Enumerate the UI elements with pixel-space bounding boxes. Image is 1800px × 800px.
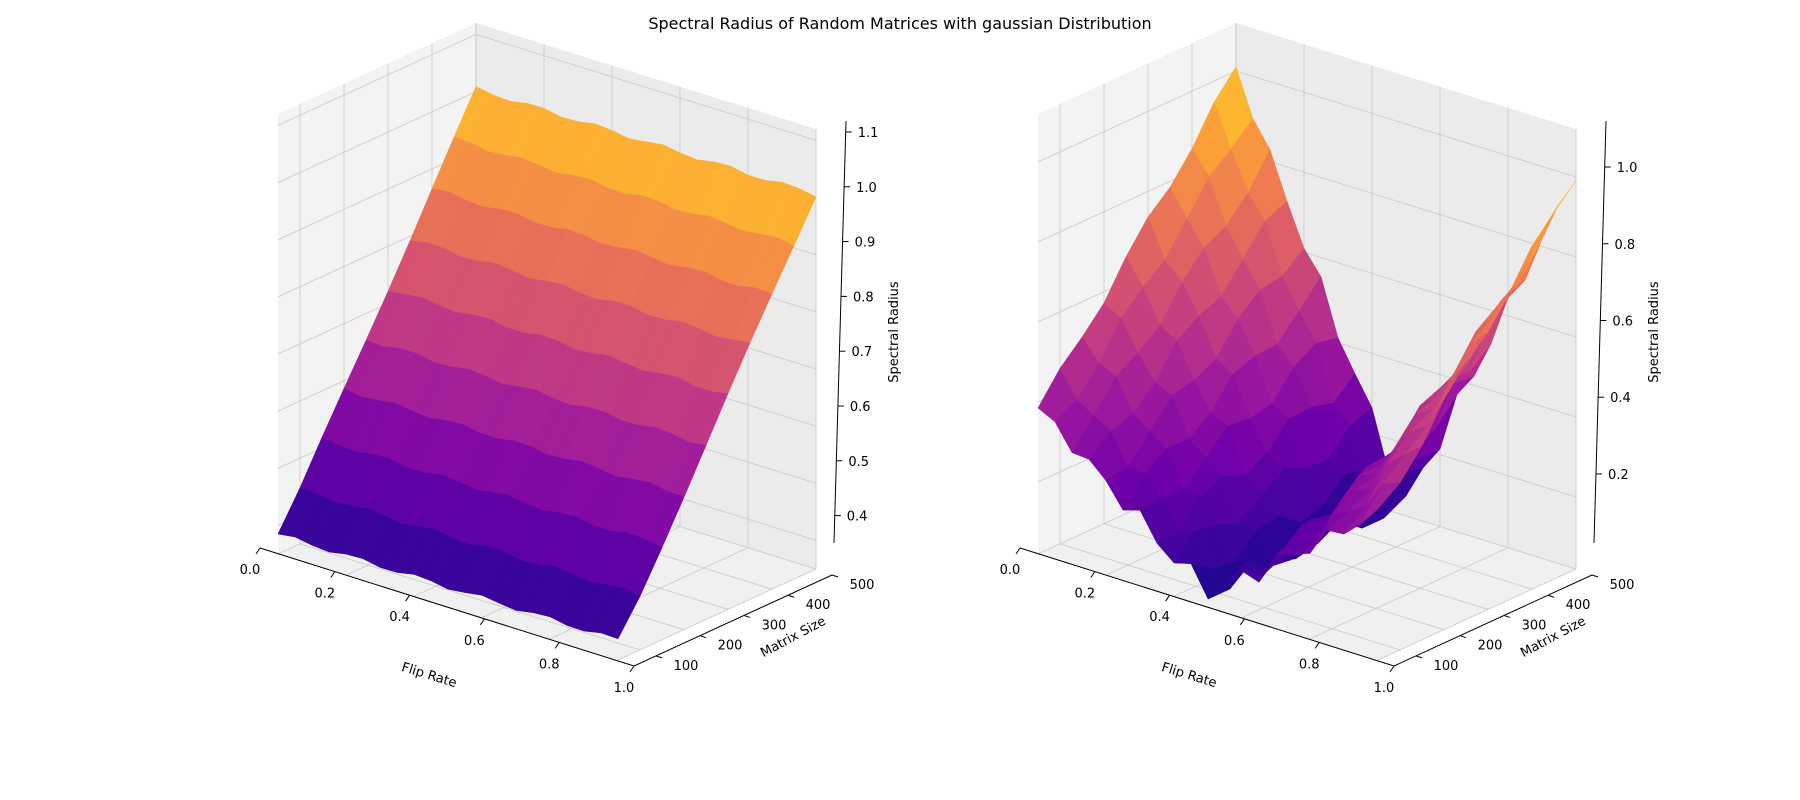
y-tick-label: 500 [850,578,875,593]
x-tick-label: 0.6 [464,634,485,649]
y-axis-line [633,574,833,667]
left-surface-plot: 0.0 0.2 0.4 0.6 0.8 1.0 100 200 300 400 500 0.4 0.5 0… [240,23,902,696]
z-tick-label: 1.1 [858,126,879,141]
z-tick-label: 0.5 [848,455,869,470]
surface-patch [600,587,641,640]
z-tick-label: 1.0 [1617,161,1638,176]
x-tick [1015,547,1021,555]
y-tick [1415,655,1423,659]
right-surface-plot: 0.0 0.2 0.4 0.6 0.8 1.0 100 200 300 400 500 0.2 0.4 0… [1000,23,1662,696]
x-axis-label: Flip Rate [400,660,459,691]
x-axis-line [1019,547,1395,667]
grid-line-y [299,103,641,651]
x-tick-label: 0.0 [1000,563,1021,578]
x-tick [255,547,261,555]
y-tick [1459,635,1467,639]
x-tick-label: 0.6 [1224,634,1245,649]
y-tick-label: 200 [1478,639,1503,654]
x-tick [405,594,411,602]
x-tick-label: 0.2 [314,587,335,602]
x-axis-line [259,547,635,667]
z-tick-label: 1.0 [856,181,877,196]
x-tick [1314,642,1320,649]
y-tick [787,594,795,598]
z-axis-label: Spectral Radius [1647,281,1662,383]
z-tick-label: 0.6 [1612,314,1633,329]
x-tick [1165,594,1171,602]
y-tick [699,635,707,639]
surface [1037,66,1577,600]
x-tick [330,571,336,578]
z-tick-label: 0.4 [1610,391,1631,406]
surface [277,86,817,640]
surface-patch [1360,482,1401,525]
z-tick-label: 0.8 [1615,238,1636,253]
y-tick [1591,574,1599,578]
y-tick-label: 400 [1566,598,1591,613]
y-tick [831,574,839,578]
grid-line-y [1059,103,1401,651]
x-tick-label: 0.4 [1149,610,1170,625]
x-axis-label: Flip Rate [1160,660,1219,691]
y-tick-label: 200 [718,639,743,654]
z-tick-label: 0.6 [850,400,871,415]
x-tick-label: 1.0 [614,681,635,696]
y-tick [1547,594,1555,598]
x-tick-label: 0.8 [1299,657,1320,672]
x-tick [1389,665,1395,673]
z-tick-label: 0.8 [853,290,874,305]
y-tick-label: 400 [806,598,831,613]
x-tick-label: 0.2 [1074,587,1095,602]
y-tick-label: 300 [762,618,787,633]
y-tick [743,614,751,618]
x-tick [1239,618,1245,626]
x-tick [1090,571,1096,578]
y-tick-label: 300 [1522,618,1547,633]
grid-line-y [1103,83,1445,631]
x-tick-label: 0.4 [389,610,410,625]
y-tick [655,655,663,659]
z-tick-label: 0.7 [851,345,872,360]
x-tick [629,665,635,673]
x-tick-label: 1.0 [1374,681,1395,696]
x-tick [554,642,560,649]
z-tick-label: 0.4 [847,510,868,525]
z-axis-label: Spectral Radius [887,281,902,383]
y-tick [1503,614,1511,618]
y-tick-label: 100 [1434,659,1459,674]
z-axis-line [1593,120,1607,544]
z-axis-line [833,120,847,544]
figure-title: Spectral Radius of Random Matrices with … [648,14,1151,33]
y-axis-line [1393,574,1593,667]
y-tick-label: 500 [1610,578,1635,593]
x-tick-label: 0.8 [539,657,560,672]
y-tick-label: 100 [674,659,699,674]
x-tick [479,618,485,626]
grid-line-z [277,33,817,141]
z-tick-label: 0.9 [855,236,876,251]
x-tick-label: 0.0 [240,563,261,578]
z-tick-label: 0.2 [1608,468,1629,483]
